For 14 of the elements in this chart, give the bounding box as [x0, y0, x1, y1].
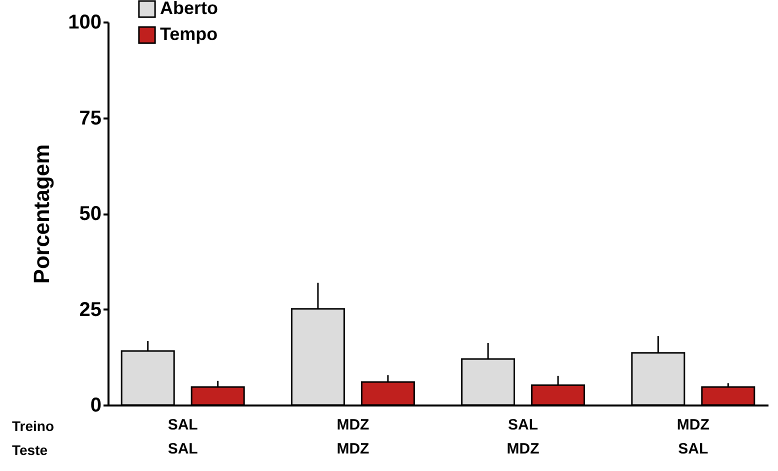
- legend-label: Aberto: [160, 0, 218, 18]
- y-tick-label: 0: [90, 394, 102, 416]
- text: Treino: [12, 417, 54, 436]
- x-tick-label: MDZ SAL: [676, 416, 710, 458]
- x-tick-label: MDZ MDZ: [336, 416, 370, 458]
- x-tick-label: SAL SAL: [168, 416, 198, 458]
- text: Teste: [12, 441, 49, 460]
- y-tick-label: 25: [79, 298, 102, 321]
- y-tick-label: 75: [79, 107, 102, 130]
- x-tick-label: SAL MDZ: [506, 416, 540, 458]
- y-tick-label: 100: [68, 12, 102, 34]
- y-axis-title: Porcentagem: [29, 144, 54, 284]
- y-tick-label: 50: [79, 203, 102, 225]
- legend-label: Tempo: [160, 24, 218, 44]
